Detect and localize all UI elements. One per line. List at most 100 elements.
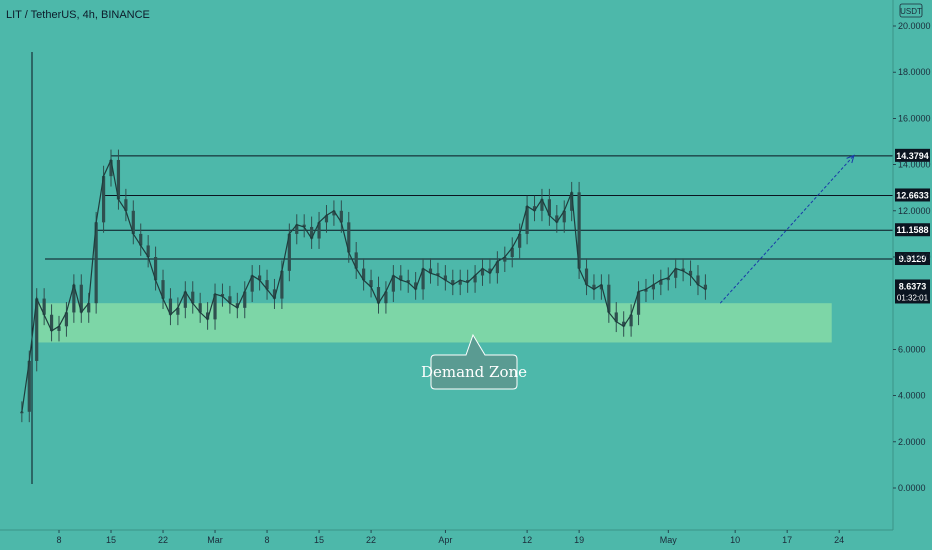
price-point: [503, 256, 506, 258]
candle-body: [391, 275, 395, 292]
price-point: [370, 286, 372, 288]
candle-body: [696, 275, 700, 285]
candle-body: [362, 268, 366, 281]
candle-body: [518, 233, 522, 248]
candle-body: [592, 284, 596, 290]
price-point: [266, 288, 268, 291]
candle-body: [332, 210, 336, 216]
price-point: [325, 214, 328, 217]
candle-body: [555, 215, 559, 223]
price-point: [526, 205, 528, 208]
candle-body: [584, 268, 589, 285]
price-point: [28, 360, 31, 362]
price-point: [578, 267, 580, 270]
price-point: [518, 233, 521, 235]
price-point: [303, 226, 306, 228]
x-tick-label: Apr: [438, 535, 452, 545]
candle-body: [406, 280, 410, 283]
candle-body: [302, 224, 306, 227]
candle-body: [49, 314, 54, 331]
price-point: [555, 221, 558, 224]
candle-body: [131, 210, 135, 234]
candle-body: [161, 280, 165, 299]
price-point: [80, 311, 83, 314]
price-point: [154, 279, 157, 281]
candle-body: [577, 192, 581, 269]
price-point: [228, 302, 231, 305]
candle-body: [206, 312, 210, 320]
candle-body: [139, 233, 143, 246]
price-point: [176, 306, 179, 309]
price-point: [533, 209, 536, 212]
currency-badge[interactable]: USDT: [899, 3, 923, 18]
price-point: [318, 221, 320, 224]
x-tick-label: 12: [522, 535, 532, 545]
price-point: [184, 290, 187, 293]
y-tick-label: 6.0000: [898, 344, 926, 354]
candle-body: [198, 303, 202, 313]
price-point: [422, 267, 424, 270]
candle-body: [235, 303, 239, 308]
candle-body: [674, 268, 678, 278]
demand-zone-callout-label: Demand Zone: [421, 363, 527, 381]
candle-body: [399, 275, 403, 281]
level-price-tag: [895, 148, 930, 162]
candle-body: [146, 245, 150, 257]
candle-body: [651, 284, 655, 290]
price-point: [340, 221, 343, 224]
x-tick-label: 8: [56, 535, 61, 545]
price-point: [697, 283, 699, 286]
level-price-tag-label: 9.9129: [899, 254, 927, 264]
x-tick-label: 15: [106, 535, 116, 545]
price-point: [437, 274, 439, 277]
candle-body: [525, 206, 529, 234]
level-price-tag-label: 11.1588: [896, 225, 928, 235]
last-price-countdown: 01:32:01: [897, 293, 929, 302]
candle-body: [532, 206, 537, 211]
price-point: [667, 276, 670, 279]
candle-body: [191, 291, 195, 304]
demand-zone-callout[interactable]: [430, 333, 518, 390]
price-point: [704, 288, 707, 291]
price-point: [102, 175, 105, 178]
price-series-layer: [20, 158, 707, 413]
level-price-tag: [895, 223, 930, 237]
price-point: [407, 281, 410, 284]
price-point: [310, 237, 313, 240]
y-tick-label: 12.0000: [898, 206, 931, 216]
price-point: [221, 295, 224, 298]
projection-arrow-line: [719, 155, 855, 304]
price-point: [511, 246, 514, 249]
candle-body: [547, 199, 551, 216]
price-point: [258, 279, 261, 281]
y-tick-label: 14.0000: [898, 160, 931, 170]
price-point: [281, 269, 283, 272]
price-point: [444, 279, 447, 281]
price-point: [288, 233, 291, 235]
candle-body: [414, 282, 418, 290]
price-point: [333, 209, 335, 212]
candle-body: [339, 210, 343, 223]
candle-body: [183, 291, 187, 308]
price-point: [110, 159, 112, 161]
price-point: [95, 221, 98, 224]
x-tick-label: 10: [730, 535, 740, 545]
candle-body: [27, 360, 31, 412]
price-point: [20, 410, 23, 413]
demand-zone-rect: [38, 303, 832, 343]
x-tick-label: 8: [265, 535, 270, 545]
price-point: [637, 290, 640, 293]
y-tick-label: 10.0000: [898, 252, 931, 262]
y-tick-label: 18.0000: [898, 67, 931, 77]
candle-body: [109, 159, 113, 177]
candle-body: [317, 222, 321, 239]
x-tick-label: May: [660, 535, 678, 545]
price-point: [659, 279, 662, 281]
candle-body: [458, 280, 462, 285]
y-tick-label: 4.0000: [898, 391, 926, 401]
candle-body: [153, 257, 158, 281]
candle-body: [280, 270, 284, 299]
projection-arrow-head: [846, 154, 855, 164]
